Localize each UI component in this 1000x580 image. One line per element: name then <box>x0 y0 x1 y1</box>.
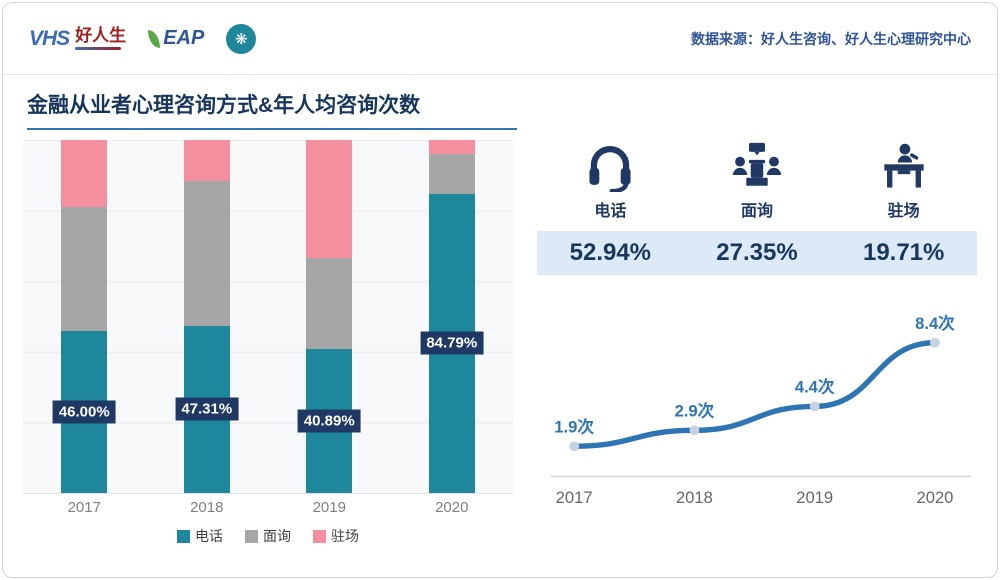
header: VHS 好人生 EAP ❋ 数据来源：好人生咨询、好人生心理研究中心 <box>3 3 997 75</box>
eap-logo: EAP <box>148 27 204 50</box>
bar-segment-电话: 47.31% <box>175 325 239 493</box>
legend-label: 面询 <box>263 528 291 544</box>
data-point <box>569 441 580 452</box>
stat-value: 52.94% <box>569 239 652 266</box>
stat-label: 电话 <box>594 203 627 220</box>
vhs-logo-text: VHS <box>29 26 70 50</box>
bar-segment-驻场 <box>306 140 353 258</box>
bar-segment-电话: 40.89% <box>297 348 361 493</box>
stats-row: 电话 面询 驻场 <box>537 142 977 221</box>
bar-stack: 84.79% <box>420 140 484 493</box>
bar-2020: 84.79% <box>420 140 484 493</box>
main-content: 46.00% 47.31% 40.89% 84.79% 2017 2018 2019 202… <box>3 130 997 546</box>
bar-stack: 47.31% <box>175 140 239 493</box>
x-axis: 2017 2018 2019 2020 <box>23 499 513 516</box>
point-value-label: 4.4次 <box>795 377 835 397</box>
legend-item-面询: 面询 <box>245 526 291 546</box>
bar-stack: 40.89% <box>297 140 361 493</box>
headset-icon <box>581 142 639 192</box>
bar-value-label: 84.79% <box>420 331 484 355</box>
trend-line <box>571 339 938 449</box>
stat-value: 19.71% <box>862 239 945 266</box>
line-x-axis-label: 2020 <box>916 488 953 507</box>
bar-segment-电话: 46.00% <box>52 330 116 493</box>
data-point <box>930 337 940 348</box>
point-value-label: 2.9次 <box>675 401 715 421</box>
point-value-label: 8.4次 <box>915 313 955 333</box>
bar-2018: 47.31% <box>175 140 239 493</box>
line-x-axis-label: 2018 <box>676 488 713 507</box>
bar-value-label: 47.31% <box>175 397 239 421</box>
legend-item-电话: 电话 <box>177 526 223 546</box>
bars-container: 46.00% 47.31% 40.89% 84.79% <box>23 140 513 493</box>
desk-icon <box>875 142 933 192</box>
bar-segment-面询 <box>61 207 108 331</box>
leaf-icon <box>148 29 161 48</box>
bar-segment-驻场 <box>428 140 475 155</box>
legend-label: 驻场 <box>331 528 359 544</box>
point-value-label: 1.9次 <box>554 417 594 437</box>
eap-logo-text: EAP <box>163 27 205 49</box>
stat-驻场: 驻场 <box>830 142 977 221</box>
stats-value-band: 52.94% 27.35% 19.71% <box>537 231 977 275</box>
x-axis-label: 2017 <box>67 499 101 516</box>
line-x-axis-label: 2019 <box>796 488 833 507</box>
right-panel: 电话 面询 驻场 52.94% 27.35% 19.71% 1.9次 2017 2.9次… <box>537 130 977 546</box>
line-chart: 1.9次 2017 2.9次 2018 4.4次 2019 8.4次 2020 <box>550 313 972 507</box>
legend-item-驻场: 驻场 <box>313 526 359 546</box>
bar-segment-电话: 84.79% <box>420 193 484 493</box>
data-point <box>689 425 700 436</box>
legend-swatch <box>177 529 190 543</box>
legend-swatch <box>313 529 326 543</box>
research-center-logo: ❋ <box>226 23 257 54</box>
title-underline <box>27 128 517 130</box>
title-section: 金融从业者心理咨询方式&年人均咨询次数 <box>3 75 997 130</box>
bar-segment-面询 <box>306 257 353 349</box>
brand-name: 好人生 <box>75 25 127 45</box>
stat-value: 27.35% <box>716 239 798 266</box>
bar-stack: 46.00% <box>52 140 116 493</box>
bar-value-label: 46.00% <box>52 400 116 424</box>
stat-label: 面询 <box>741 203 774 220</box>
bar-value-label: 40.89% <box>297 409 361 433</box>
vhs-logo: VHS 好人生 <box>29 25 127 51</box>
bar-chart-section: 46.00% 47.31% 40.89% 84.79% 2017 2018 2019 202… <box>23 130 513 546</box>
bar-segment-驻场 <box>183 140 230 182</box>
page-title: 金融从业者心理咨询方式&年人均咨询次数 <box>27 94 421 117</box>
brand-block: 好人生 <box>75 25 127 51</box>
x-axis-label: 2020 <box>435 499 469 516</box>
brand-swoosh-icon <box>75 47 122 51</box>
data-point <box>809 401 820 412</box>
bar-2019: 40.89% <box>297 140 361 493</box>
bar-segment-面询 <box>428 154 475 194</box>
stat-面询: 面询 <box>684 142 831 221</box>
legend-swatch <box>245 529 258 543</box>
line-x-axis-label: 2017 <box>556 488 593 507</box>
bar-segment-面询 <box>183 181 230 326</box>
bar-2017: 46.00% <box>52 140 116 493</box>
meeting-icon <box>728 142 786 192</box>
stat-label: 驻场 <box>887 203 920 220</box>
x-axis-label: 2019 <box>312 499 346 516</box>
stat-电话: 电话 <box>537 142 684 221</box>
stacked-bar-chart: 46.00% 47.31% 40.89% 84.79% <box>23 140 513 494</box>
x-axis-label: 2018 <box>190 499 224 516</box>
chart-legend: 电话 面询 驻场 <box>23 526 513 546</box>
legend-label: 电话 <box>195 528 223 544</box>
bar-segment-驻场 <box>61 140 108 208</box>
logo-group: VHS 好人生 EAP ❋ <box>29 23 257 54</box>
data-source-text: 数据来源：好人生咨询、好人生心理研究中心 <box>691 30 971 47</box>
